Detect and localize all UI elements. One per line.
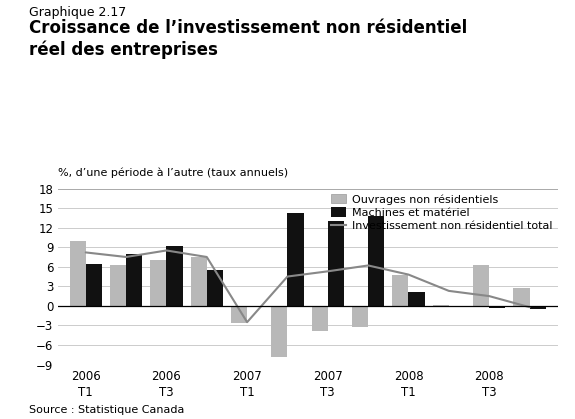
Bar	[408, 292, 424, 306]
Bar	[392, 274, 408, 306]
Text: Graphique 2.17: Graphique 2.17	[29, 6, 126, 19]
Bar	[86, 264, 102, 306]
Text: Source : Statistique Canada: Source : Statistique Canada	[29, 405, 184, 415]
Legend: Ouvrages non résidentiels, Machines et matériel, Investissement non résidentiel : Ouvrages non résidentiels, Machines et m…	[331, 194, 552, 231]
Bar	[231, 306, 247, 323]
Bar	[368, 216, 384, 306]
Bar	[513, 287, 530, 306]
Bar	[150, 260, 166, 306]
Bar	[126, 254, 142, 306]
Bar	[489, 306, 505, 308]
Bar	[110, 266, 126, 306]
Bar	[288, 213, 304, 306]
Bar	[166, 246, 183, 306]
Text: Croissance de l’investissement non résidentiel
réel des entreprises: Croissance de l’investissement non résid…	[29, 19, 467, 59]
Bar	[328, 221, 344, 306]
Bar	[530, 306, 546, 309]
Bar	[70, 241, 86, 306]
Text: %, d’une période à l’autre (taux annuels): %, d’une période à l’autre (taux annuels…	[58, 168, 288, 178]
Bar	[191, 257, 207, 306]
Bar	[271, 306, 288, 357]
Bar	[312, 306, 328, 331]
Bar	[352, 306, 368, 327]
Bar	[473, 266, 489, 306]
Bar	[207, 270, 223, 306]
Bar	[433, 305, 449, 306]
